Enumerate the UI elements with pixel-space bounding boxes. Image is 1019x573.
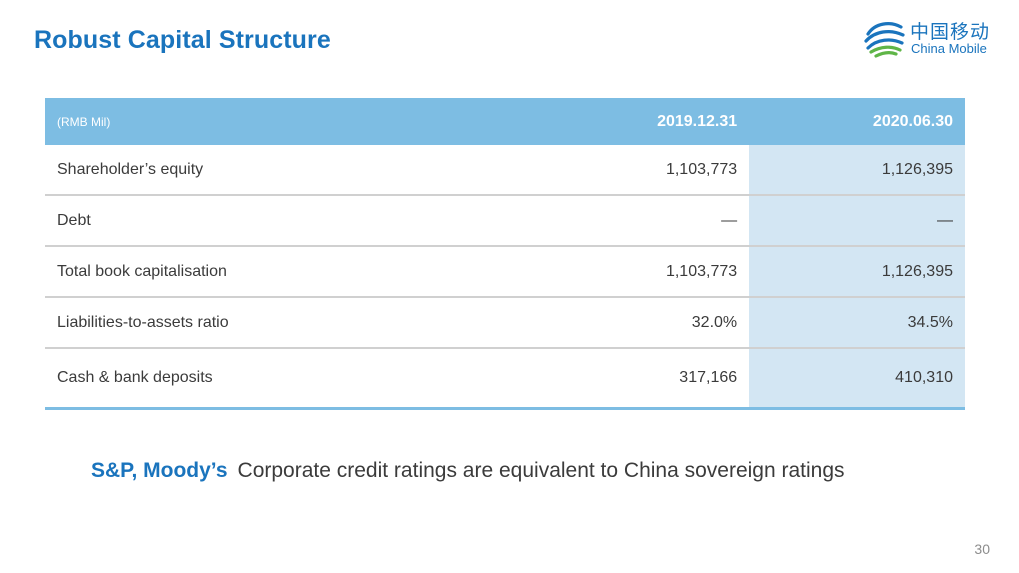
column-header-2019: 2019.12.31: [565, 98, 750, 145]
row-label-debt: Debt: [45, 195, 566, 247]
china-mobile-logo: 中国移动 China Mobile: [862, 14, 1002, 60]
logo-english-name: China Mobile: [911, 41, 987, 56]
credit-rating-statement: S&P, Moody’s Corporate credit ratings are…: [91, 459, 845, 483]
cell-value: 1,126,395: [749, 246, 965, 298]
cell-value: 32.0%: [565, 297, 750, 349]
cell-value: 1,126,395: [749, 145, 965, 196]
table-row: Liabilities-to-assets ratio 32.0% 34.5%: [45, 297, 965, 349]
unit-label: (RMB Mil): [45, 98, 566, 145]
cell-value: 410,310: [749, 348, 965, 410]
slide-title: Robust Capital Structure: [34, 26, 331, 54]
column-header-2020: 2020.06.30: [749, 98, 965, 145]
row-label-total-book-capitalisation: Total book capitalisation: [45, 246, 566, 298]
cell-value: 1,103,773: [565, 145, 750, 196]
cell-value: —: [565, 195, 750, 247]
rating-text: Corporate credit ratings are equivalent …: [237, 459, 845, 482]
row-label-cash-bank-deposits: Cash & bank deposits: [45, 348, 566, 410]
cell-value: —: [749, 195, 965, 247]
cell-value: 317,166: [565, 348, 750, 410]
table-row: Total book capitalisation 1,103,773 1,12…: [45, 246, 965, 298]
capital-structure-table: (RMB Mil) 2019.12.31 2020.06.30 Sharehol…: [45, 98, 965, 410]
row-label-shareholders-equity: Shareholder’s equity: [45, 145, 566, 196]
china-mobile-emblem-icon: [864, 22, 905, 58]
table-row: Shareholder’s equity 1,103,773 1,126,395: [45, 145, 965, 196]
table-row: Debt — —: [45, 195, 965, 247]
cell-value: 1,103,773: [565, 246, 750, 298]
page-number: 30: [974, 541, 990, 557]
table-header-row: (RMB Mil) 2019.12.31 2020.06.30: [45, 98, 965, 145]
logo-chinese-name: 中国移动: [910, 21, 991, 43]
table-row: Cash & bank deposits 317,166 410,310: [45, 348, 965, 410]
cell-value: 34.5%: [749, 297, 965, 349]
rating-agencies: S&P, Moody’s: [91, 459, 228, 482]
row-label-liabilities-to-assets: Liabilities-to-assets ratio: [45, 297, 566, 349]
